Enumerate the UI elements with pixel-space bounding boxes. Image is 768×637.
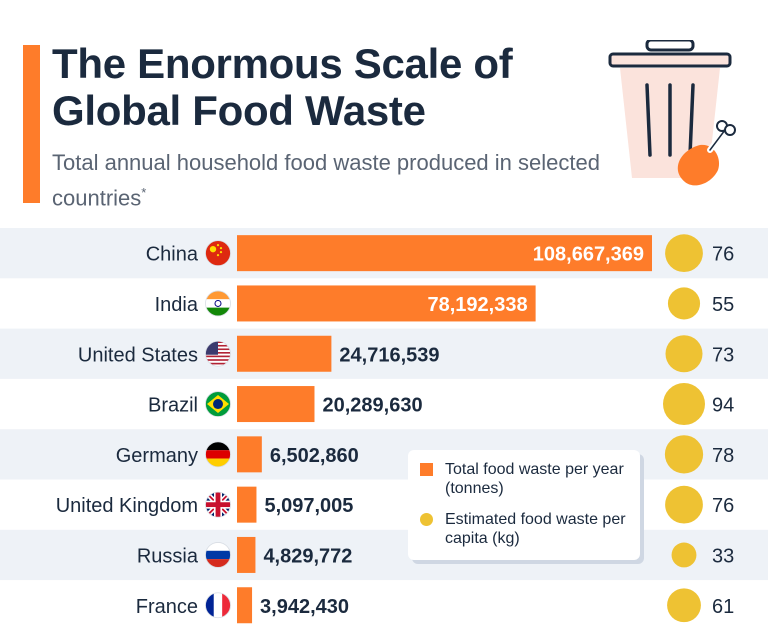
bar-brazil	[237, 386, 315, 423]
value-label: 4,829,772	[263, 545, 352, 567]
value-label: 24,716,539	[339, 344, 439, 366]
legend-label-per-capita: Estimated food waste per capita (kg)	[445, 511, 626, 547]
per-capita-label: 94	[712, 395, 734, 417]
value-label: 78,192,338	[428, 294, 528, 316]
value-label: 5,097,005	[264, 495, 353, 517]
value-label: 3,942,430	[260, 596, 349, 618]
legend-label-total: Total food waste per year (tonnes)	[445, 461, 624, 497]
per-capita-dot	[665, 485, 703, 524]
chart-subtitle: Total annual household food waste produc…	[52, 148, 612, 213]
india-flag-icon	[205, 290, 231, 316]
per-capita-dot	[665, 335, 703, 373]
category-label: Brazil	[148, 395, 198, 417]
trash-bin-icon	[608, 40, 736, 186]
bar-china	[237, 235, 652, 272]
row-stripe	[0, 429, 768, 480]
brazil-flag-icon	[205, 391, 231, 417]
germany-flag-icon	[205, 441, 231, 467]
per-capita-dot	[667, 588, 701, 623]
bar-germany	[237, 436, 262, 473]
subtitle-text: Total annual household food waste produc…	[52, 150, 600, 211]
footnote-mark: *	[141, 185, 147, 200]
bar-united-kingdom	[237, 486, 257, 523]
per-capita-label: 73	[712, 344, 734, 366]
per-capita-label: 76	[712, 244, 734, 266]
uk-flag-icon	[205, 492, 231, 518]
per-capita-label: 33	[712, 545, 734, 567]
france-flag-icon	[205, 592, 231, 618]
legend-item-total: Total food waste per year (tonnes)	[420, 460, 645, 498]
per-capita-dot	[671, 542, 697, 568]
per-capita-label: 61	[712, 596, 734, 618]
legend: Total food waste per year (tonnes) Estim…	[408, 450, 640, 560]
per-capita-dot	[667, 287, 701, 320]
russia-flag-icon	[205, 542, 231, 568]
category-label: Germany	[116, 445, 198, 467]
china-flag-icon	[205, 240, 231, 266]
bar-united-states	[237, 335, 332, 372]
category-label: France	[136, 596, 198, 618]
row-stripe	[0, 529, 768, 581]
per-capita-dot	[664, 435, 704, 474]
accent-bar	[23, 45, 40, 203]
bar-france	[237, 587, 253, 624]
per-capita-dot	[663, 383, 705, 426]
category-label: China	[146, 244, 199, 266]
value-label: 20,289,630	[322, 395, 422, 417]
chicken-leg-icon	[677, 120, 736, 186]
bar-india	[237, 285, 536, 322]
category-label: Russia	[137, 545, 199, 567]
category-label: United Kingdom	[56, 495, 198, 517]
value-label: 108,667,369	[533, 244, 644, 266]
per-capita-label: 78	[712, 445, 734, 467]
value-label: 6,502,860	[270, 445, 359, 467]
chart-title: The Enormous Scale of Global Food Waste	[52, 40, 513, 134]
legend-dot-swatch	[420, 513, 433, 526]
legend-item-per-capita: Estimated food waste per capita (kg)	[420, 510, 645, 548]
bar-russia	[237, 536, 256, 573]
legend-bar-swatch	[420, 463, 433, 476]
row-stripe	[0, 328, 768, 379]
per-capita-label: 55	[712, 294, 734, 316]
per-capita-label: 76	[712, 495, 734, 517]
category-label: India	[155, 294, 199, 316]
per-capita-dot	[665, 234, 703, 273]
category-label: United States	[78, 344, 198, 366]
